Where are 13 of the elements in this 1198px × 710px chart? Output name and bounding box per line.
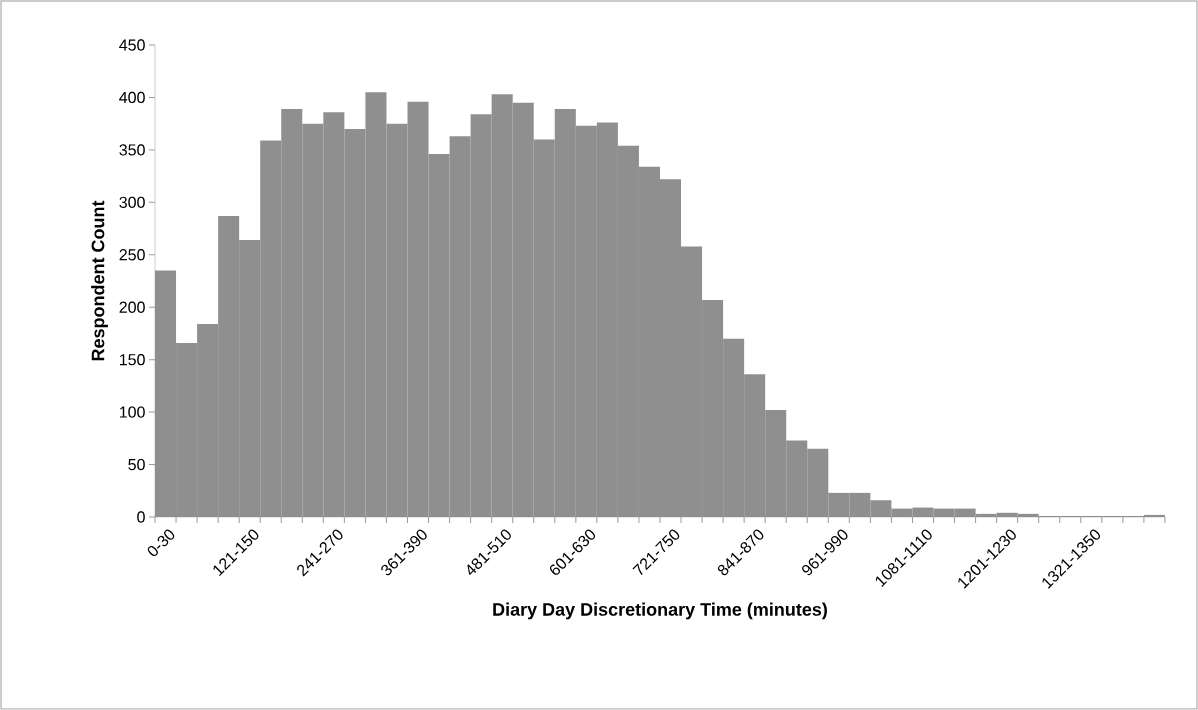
y-tick-label: 150 xyxy=(120,354,145,366)
y-axis-title: Respondent Count xyxy=(91,200,108,361)
x-axis-title: Diary Day Discretionary Time (minutes) xyxy=(493,602,827,620)
y-tick-label: 450 xyxy=(119,39,145,51)
x-tick-label: 0-30 xyxy=(147,529,175,557)
y-tick-label: 100 xyxy=(120,406,145,418)
y-tick-label: 250 xyxy=(119,249,145,261)
y-tick-label: 200 xyxy=(119,301,145,313)
y-tick-label: 0 xyxy=(137,511,145,523)
y-tick-label: 300 xyxy=(119,196,145,208)
y-tick-label: 50 xyxy=(128,458,145,471)
y-tick-label: 400 xyxy=(119,91,145,104)
y-tick-label: 350 xyxy=(119,144,145,156)
